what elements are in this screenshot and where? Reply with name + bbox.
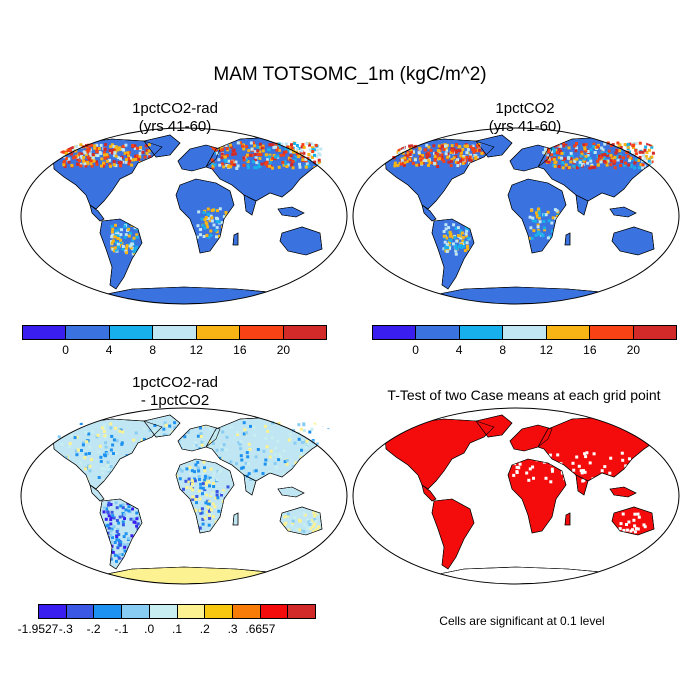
colorbar-tick-label: -.2 [86, 622, 101, 636]
continent-shape [384, 418, 495, 490]
significance-note: Cells are significant at 0.1 level [439, 614, 605, 628]
colorbar-boxes [38, 604, 316, 619]
colorbar-swatch [232, 605, 261, 618]
colorbar-tick-label: 20 [276, 343, 291, 357]
map-bottom-right [352, 407, 680, 585]
map-frame [352, 127, 680, 305]
colorbar-swatch [149, 605, 178, 618]
colorbar-tick-label: 0 [62, 343, 69, 357]
colorbar-tick-label: .6657 [245, 622, 276, 636]
colorbar-tick-label: 4 [105, 343, 113, 357]
map-bottom-left [20, 407, 348, 585]
map-top-right [352, 127, 680, 305]
colorbar-swatch [205, 605, 233, 618]
colorbar-swatch [373, 326, 417, 339]
map-top-left [20, 127, 348, 305]
colorbar-swatch [590, 326, 634, 339]
colorbar-swatch [633, 326, 676, 339]
colorbar-swatch [283, 326, 326, 339]
colorbar-tick-label: 4 [455, 343, 463, 357]
colorbar-tick-label: 16 [233, 343, 247, 357]
panel-title-line1: 1pctCO2-rad [132, 374, 218, 391]
colorbar-boxes [372, 325, 677, 340]
colorbar-swatch [546, 326, 591, 339]
continent-shape [611, 226, 655, 256]
world-map [20, 407, 348, 585]
panel-title-top-left: 1pctCO2-rad (yrs 41-60) [45, 100, 305, 136]
colorbar-bottom-left: -1.9527 -.3 -.2 -.1 .0 .1 .2 .3 .6657 [18, 604, 316, 636]
world-map [352, 127, 680, 305]
colorbar-swatch [109, 326, 154, 339]
colorbar-tick-label: -.3 [58, 622, 73, 636]
colorbar-tick-label: -.1 [114, 622, 129, 636]
colorbar-swatch [177, 605, 206, 618]
panel-title-line1: T-Test of two Case means at each grid po… [387, 387, 661, 403]
continent-shape [91, 286, 281, 304]
colorbar-swatch [66, 605, 95, 618]
map-frame [20, 407, 348, 585]
map-frame [352, 407, 680, 585]
colorbar-tick-label: 12 [539, 343, 553, 357]
colorbar-tick-label: -1.9527 [17, 622, 59, 636]
colorbar-top-right: 0 4 8 12 16 20 [372, 325, 677, 357]
colorbar-swatch [196, 326, 241, 339]
continent-shape [279, 226, 323, 256]
colorbar-top-left: 0 4 8 12 16 20 [22, 325, 327, 357]
colorbar-swatch [503, 326, 547, 339]
colorbar-swatch [459, 326, 504, 339]
map-frame [20, 127, 348, 305]
panel-title-bottom-left: 1pctCO2-rad - 1pctCO2 [45, 374, 305, 410]
colorbar-tick-label: .1 [171, 622, 183, 636]
colorbar-tick-label: .2 [199, 622, 210, 636]
panel-title-line1: 1pctCO2 [495, 100, 555, 117]
colorbar-swatch [240, 326, 284, 339]
colorbar-swatch [122, 605, 150, 618]
colorbar-tick-label: 16 [583, 343, 597, 357]
panel-title-line2: (yrs 41-60) [138, 118, 212, 135]
panel-title-line2: - 1pctCO2 [140, 392, 210, 409]
world-map [352, 407, 680, 585]
continent-shape [423, 566, 613, 584]
colorbar-swatch [23, 326, 67, 339]
colorbar-swatch [416, 326, 460, 339]
colorbar-tick-label: 8 [499, 343, 507, 357]
main-title: MAM TOTSOMC_1m (kgC/m^2) [213, 64, 487, 85]
panel-title-top-right: 1pctCO2 (yrs 41-60) [395, 100, 655, 136]
colorbar-swatch [153, 326, 197, 339]
colorbar-tick-label: .0 [144, 622, 155, 636]
continent-shape [423, 286, 613, 304]
colorbar-tick-label: 20 [626, 343, 641, 357]
colorbar-tick-label: .3 [227, 622, 238, 636]
colorbar-swatch [288, 605, 316, 618]
panel-title-line2: (yrs 41-60) [488, 118, 562, 135]
continent-shape [91, 566, 281, 584]
colorbar-tick-label: 8 [149, 343, 157, 357]
panel-title-line1: 1pctCO2-rad [132, 100, 218, 117]
continent-shape [431, 498, 475, 570]
colorbar-swatch [39, 605, 67, 618]
panel-title-bottom-right: T-Test of two Case means at each grid po… [348, 386, 700, 404]
colorbar-swatch [260, 605, 289, 618]
colorbar-tick-label: 0 [412, 343, 419, 357]
colorbar-swatch [66, 326, 110, 339]
colorbar-swatch [94, 605, 123, 618]
colorbar-boxes [22, 325, 327, 340]
colorbar-tick-label: 12 [189, 343, 203, 357]
world-map [20, 127, 348, 305]
